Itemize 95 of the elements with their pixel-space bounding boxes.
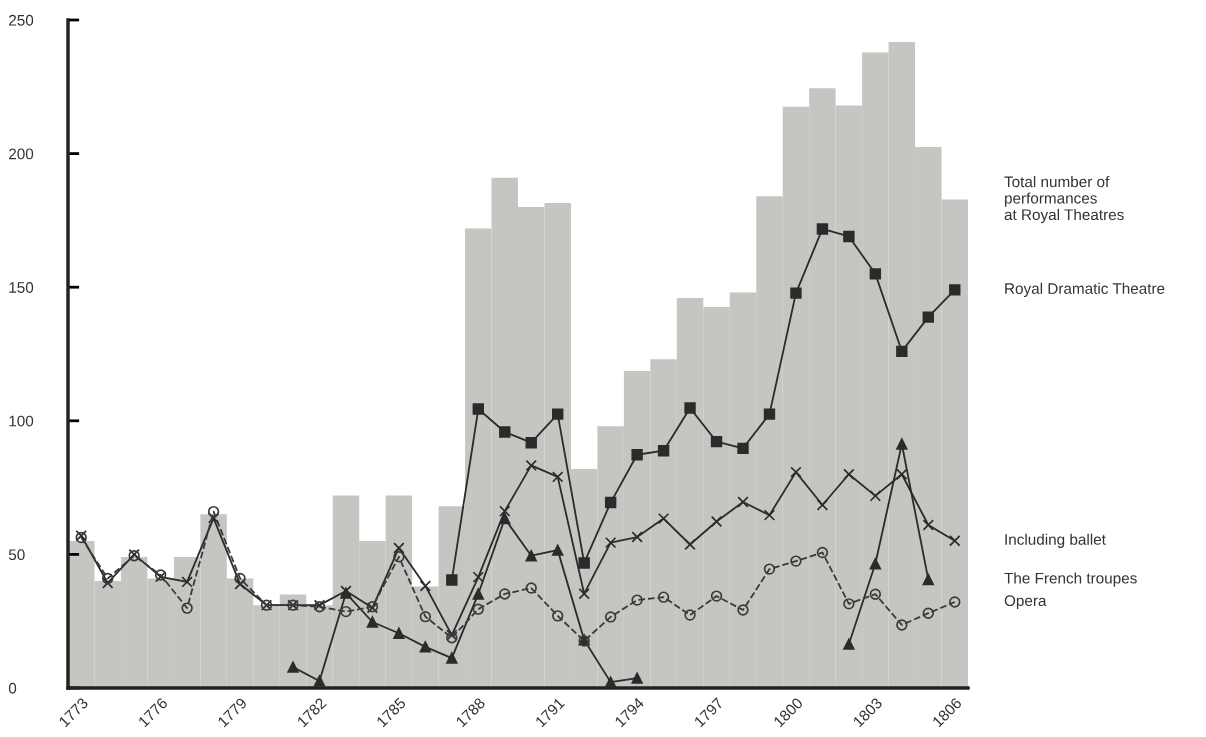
point bbox=[525, 459, 537, 472]
point bbox=[896, 345, 908, 358]
point bbox=[234, 578, 246, 590]
point bbox=[499, 426, 511, 438]
point bbox=[896, 438, 908, 450]
point bbox=[419, 580, 432, 592]
point bbox=[790, 466, 802, 478]
point bbox=[525, 550, 537, 562]
point bbox=[843, 230, 855, 243]
point bbox=[287, 661, 299, 673]
point bbox=[763, 509, 776, 521]
point bbox=[313, 675, 326, 687]
point bbox=[737, 604, 749, 616]
point bbox=[181, 602, 193, 614]
point bbox=[922, 519, 934, 531]
point bbox=[499, 505, 511, 517]
point bbox=[472, 403, 484, 415]
point bbox=[446, 652, 458, 664]
point bbox=[604, 676, 617, 688]
point bbox=[710, 590, 723, 602]
y-tick-label: 150 bbox=[9, 282, 34, 293]
point bbox=[552, 610, 564, 622]
point bbox=[949, 535, 961, 547]
point bbox=[843, 598, 855, 610]
point bbox=[869, 588, 882, 600]
text: Opera bbox=[1004, 595, 1047, 610]
point bbox=[499, 512, 511, 525]
point bbox=[604, 611, 617, 623]
point bbox=[869, 490, 882, 502]
point bbox=[657, 512, 670, 525]
point bbox=[552, 544, 564, 556]
text: Royal Dramatic Theatre bbox=[1005, 282, 1165, 297]
point bbox=[102, 572, 114, 585]
point bbox=[631, 672, 643, 684]
point bbox=[922, 607, 934, 619]
point bbox=[922, 573, 934, 586]
point bbox=[552, 471, 564, 483]
point bbox=[472, 588, 484, 600]
point bbox=[446, 574, 458, 586]
point bbox=[763, 563, 776, 575]
point bbox=[869, 268, 882, 280]
point bbox=[631, 594, 643, 606]
text: Including ballet bbox=[1005, 533, 1106, 548]
point bbox=[578, 587, 590, 600]
point bbox=[472, 571, 484, 583]
text: The French troupes bbox=[1004, 572, 1137, 587]
point bbox=[684, 402, 696, 414]
point bbox=[207, 505, 220, 518]
point bbox=[631, 449, 643, 461]
point bbox=[949, 596, 961, 608]
point bbox=[816, 499, 829, 511]
point bbox=[843, 468, 855, 480]
point bbox=[763, 408, 776, 420]
y-tick-label: 50 bbox=[8, 549, 25, 561]
point bbox=[393, 551, 405, 563]
point bbox=[737, 496, 749, 508]
y-tick-label: 250 bbox=[9, 14, 34, 26]
point bbox=[419, 610, 432, 623]
point bbox=[737, 442, 749, 455]
point bbox=[816, 546, 829, 559]
y-tick-label: 0 bbox=[8, 682, 17, 694]
point bbox=[896, 619, 908, 631]
point bbox=[552, 408, 564, 420]
point bbox=[657, 445, 670, 457]
text: Total number of performances at Royal Theatres bbox=[1004, 175, 1124, 224]
point bbox=[419, 641, 432, 653]
y-tick-label: 200 bbox=[9, 148, 34, 160]
point bbox=[684, 538, 696, 551]
point bbox=[393, 542, 405, 554]
point bbox=[657, 591, 670, 603]
point bbox=[710, 515, 723, 528]
point bbox=[604, 536, 617, 549]
point bbox=[816, 223, 829, 235]
point bbox=[710, 435, 723, 448]
point bbox=[366, 616, 379, 628]
point bbox=[684, 609, 696, 621]
point bbox=[790, 287, 802, 299]
point bbox=[499, 588, 511, 600]
point bbox=[525, 437, 537, 449]
point bbox=[234, 572, 246, 585]
point bbox=[843, 638, 855, 650]
point bbox=[472, 603, 484, 615]
point bbox=[181, 576, 193, 588]
point bbox=[525, 582, 537, 594]
point bbox=[102, 577, 114, 589]
point bbox=[949, 284, 961, 296]
point bbox=[631, 531, 643, 543]
point bbox=[604, 496, 617, 509]
point bbox=[393, 627, 405, 639]
y-tick-label: 100 bbox=[9, 415, 34, 427]
point bbox=[922, 311, 934, 323]
point bbox=[578, 557, 590, 569]
point bbox=[340, 605, 352, 618]
point bbox=[869, 558, 882, 570]
point bbox=[790, 555, 802, 567]
